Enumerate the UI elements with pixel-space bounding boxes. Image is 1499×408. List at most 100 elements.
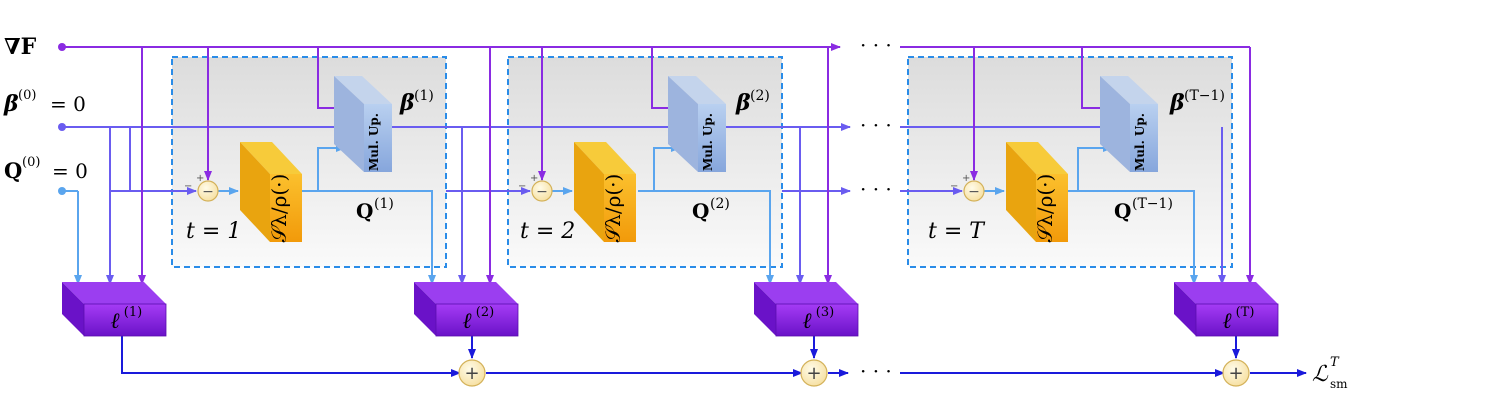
sum-op: +	[458, 359, 486, 387]
svg-text:−: −	[536, 184, 548, 200]
svg-text:ℓ: ℓ	[462, 309, 472, 334]
loss-block-3: ℓ (3)	[754, 282, 859, 337]
loss-blocks: ℓ (1) ℓ (2) ℓ (3) ℓ (T)	[62, 282, 1279, 337]
svg-text:+: +	[1228, 363, 1243, 384]
svg-text:ℓ: ℓ	[802, 309, 812, 334]
ellipsis-q: · · ·	[860, 177, 892, 201]
svg-text:ℓ: ℓ	[110, 309, 120, 334]
stage-box-2	[507, 56, 783, 268]
svg-text:(T): (T)	[1236, 305, 1255, 320]
svg-text:β: β	[399, 90, 415, 116]
svg-text:ℒ: ℒ	[1312, 362, 1329, 387]
svg-text:(3): (3)	[816, 305, 834, 320]
svg-text:(1): (1)	[124, 305, 142, 320]
beta-output-label: β (1)	[399, 88, 434, 116]
sum-op: +	[800, 359, 828, 387]
svg-text:Q: Q	[692, 199, 709, 223]
svg-text:(T−1): (T−1)	[1184, 88, 1225, 104]
beta0-dot	[58, 123, 66, 131]
loss-block-2: ℓ (2)	[414, 282, 519, 337]
stage-1: −+− 𝒮λ/ρ(·)Mul. Up.t = 1β (1)Q (1)	[184, 76, 434, 244]
stage-contents: −+− 𝒮λ/ρ(·)Mul. Up.t = 1β (1)Q (1)−+− 𝒮λ/ρ(·…	[184, 76, 1225, 244]
svg-text:Mul. Up.: Mul. Up.	[1133, 113, 1147, 171]
mul-up-block: Mul. Up.	[334, 76, 392, 172]
svg-text:(0): (0)	[18, 88, 36, 103]
svg-text:+: +	[962, 173, 970, 184]
svg-text:(2): (2)	[710, 196, 730, 212]
sum-operators: + + +	[458, 359, 1250, 387]
sum-op: +	[1222, 359, 1250, 387]
output-label: ℒ T sm	[1312, 355, 1348, 391]
gradF-dot	[58, 43, 66, 51]
svg-text:+: +	[196, 173, 204, 184]
subtract-op: −+−	[950, 173, 985, 202]
shrinkage-block: 𝒮λ/ρ(·)	[574, 142, 636, 242]
stage-3: −+− 𝒮λ/ρ(·)Mul. Up.t = Tβ (T−1)Q (T−1)	[928, 76, 1225, 244]
ellipsis-gradF: · · ·	[860, 33, 892, 57]
mul-up-block: Mul. Up.	[1100, 76, 1158, 172]
svg-text:𝒮λ/ρ(·): 𝒮λ/ρ(·)	[601, 174, 625, 243]
time-step-label: t = 2	[520, 219, 575, 244]
gradF-label: ∇F	[4, 34, 37, 60]
svg-text:T: T	[1330, 355, 1340, 370]
svg-text:−: −	[968, 184, 980, 200]
shrinkage-block: 𝒮λ/ρ(·)	[1006, 142, 1068, 242]
stage-2: −+− 𝒮λ/ρ(·)Mul. Up.t = 2β (2)Q (2)	[518, 76, 770, 244]
time-step-label: t = T	[928, 219, 986, 244]
svg-text:β: β	[1169, 90, 1185, 116]
svg-text:Q: Q	[1114, 199, 1131, 223]
svg-text:β: β	[3, 91, 19, 117]
q-drop	[302, 190, 436, 285]
svg-text:= 0: = 0	[50, 92, 86, 116]
svg-text:Q: Q	[4, 158, 22, 183]
stage-box-T	[907, 56, 1233, 268]
svg-text:(1): (1)	[414, 88, 434, 104]
svg-text:−: −	[518, 181, 526, 192]
signal-rails	[62, 43, 1307, 377]
beta-output-label: β (2)	[735, 88, 770, 116]
q-output-label: Q (T−1)	[1114, 196, 1173, 223]
mul-up-block: Mul. Up.	[668, 76, 726, 172]
svg-text:−: −	[184, 181, 192, 192]
q0-label: Q (0) = 0	[4, 155, 88, 183]
shrink-to-mulup	[317, 144, 346, 191]
loss-line	[121, 336, 461, 377]
svg-text:ℓ: ℓ	[1222, 309, 1232, 334]
svg-text:+: +	[806, 363, 821, 384]
svg-text:(1): (1)	[374, 196, 394, 212]
stage-box-1	[171, 56, 447, 268]
ellipsis-loss: · · ·	[860, 359, 892, 383]
subtract-op: −+−	[184, 173, 219, 202]
svg-text:−: −	[950, 181, 958, 192]
q0-dot	[58, 187, 66, 195]
beta0-label: β (0) = 0	[3, 88, 86, 117]
svg-text:−: −	[202, 184, 214, 200]
q-output-label: Q (2)	[692, 196, 730, 223]
q-output-label: Q (1)	[356, 196, 394, 223]
svg-text:Q: Q	[356, 199, 373, 223]
q-drop	[638, 190, 774, 285]
svg-text:Mul. Up.: Mul. Up.	[367, 113, 381, 171]
time-step-label: t = 1	[186, 219, 241, 244]
svg-text:+: +	[530, 173, 538, 184]
svg-text:= 0: = 0	[52, 159, 88, 183]
svg-text:β: β	[735, 90, 751, 116]
shrink-to-mulup	[1077, 144, 1113, 191]
svg-text:(T−1): (T−1)	[1132, 196, 1173, 212]
ellipses: · · · · · · · · · · · ·	[860, 33, 892, 383]
svg-text:(2): (2)	[750, 88, 770, 104]
stage-boxes	[171, 56, 1233, 268]
loss-block-4: ℓ (T)	[1174, 282, 1279, 337]
svg-text:(0): (0)	[22, 155, 40, 170]
beta-output-label: β (T−1)	[1169, 88, 1225, 116]
svg-text:Mul. Up.: Mul. Up.	[701, 113, 715, 171]
input-dots	[58, 43, 66, 195]
svg-text:sm: sm	[1330, 377, 1348, 391]
svg-text:𝒮λ/ρ(·): 𝒮λ/ρ(·)	[267, 174, 291, 243]
svg-text:+: +	[464, 363, 479, 384]
shrink-to-mulup	[653, 144, 681, 191]
ellipsis-beta: · · ·	[860, 113, 892, 137]
svg-text:(2): (2)	[476, 305, 494, 320]
subtract-op: −+−	[518, 173, 553, 202]
